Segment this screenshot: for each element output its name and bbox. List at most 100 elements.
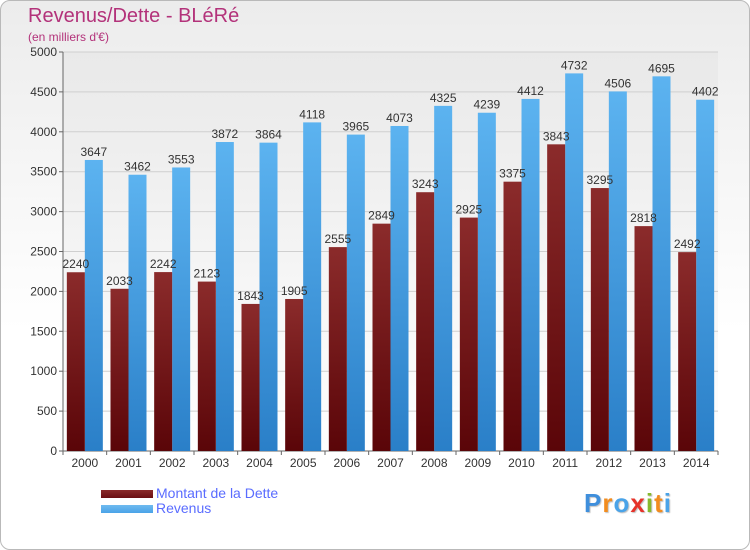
bar-dette [197,281,216,451]
bar-dette [154,272,173,451]
x-tick-label: 2007 [377,456,404,470]
data-label-revenus: 4506 [604,76,631,90]
data-label-dette: 3375 [499,167,526,181]
bar-revenus [215,142,234,451]
data-label-revenus: 3965 [342,120,369,134]
x-tick-label: 2011 [552,456,578,470]
x-tick-label: 2000 [71,456,98,470]
data-label-dette: 2818 [630,211,657,225]
logo-letter: t [654,488,664,518]
y-tick-label: 1500 [30,324,57,338]
y-tick-label: 3000 [30,205,57,219]
bar-dette [66,272,85,451]
data-label-revenus: 4695 [648,61,675,75]
x-tick-label: 2001 [115,456,142,470]
data-label-revenus: 3553 [168,152,195,166]
bar-dette [590,188,609,451]
bar-revenus [303,122,322,451]
x-tick-label: 2010 [508,456,535,470]
legend-label-dette: Montant de la Dette [156,485,279,501]
x-tick-label: 2006 [333,456,360,470]
bar-revenus [477,112,496,452]
x-tick-label: 2005 [290,456,317,470]
y-tick-label: 2000 [30,284,57,298]
bar-dette [547,144,566,451]
data-label-revenus: 4239 [473,98,500,112]
x-tick-label: 2002 [159,456,186,470]
y-tick-label: 0 [50,444,57,458]
data-label-dette: 1843 [237,289,264,303]
logo-letter: x [630,488,646,518]
x-tick-label: 2003 [202,456,229,470]
bar-dette [110,288,129,451]
bar-revenus [128,174,147,451]
data-label-dette: 2240 [62,257,89,271]
data-label-revenus: 4732 [561,58,588,72]
chart-subtitle: (en milliers d'€) [28,30,109,44]
y-tick-label: 3500 [30,165,57,179]
chart-title: Revenus/Dette - BLéRé [28,5,240,27]
bar-dette [285,298,304,451]
proxiti-logo: Proxiti [584,488,672,519]
data-label-dette: 2492 [674,237,701,251]
data-label-revenus: 3872 [211,127,238,141]
bar-revenus [346,134,365,451]
data-label-revenus: 4402 [692,85,719,99]
y-tick-label: 2500 [30,245,57,259]
bar-dette [416,192,435,451]
bar-dette [678,252,697,451]
x-tick-label: 2004 [246,456,273,470]
bar-dette [328,247,347,451]
bar-revenus [565,73,584,451]
data-label-revenus: 4412 [517,84,544,98]
data-label-dette: 3843 [543,129,570,143]
logo-letter: o [613,488,631,518]
logo-letter: i [645,488,655,518]
x-tick-label: 2013 [639,456,666,470]
legend-swatch-revenus [101,505,153,513]
bar-revenus [259,142,278,451]
data-label-dette: 3295 [586,173,613,187]
logo-letter: r [602,488,614,518]
bar-revenus [434,105,453,452]
data-label-dette: 2033 [106,274,133,288]
data-label-dette: 2849 [368,209,395,223]
x-tick-label: 2012 [595,456,622,470]
bar-revenus [608,91,627,451]
y-tick-label: 1000 [30,364,57,378]
bar-dette [372,223,391,451]
data-label-revenus: 4325 [430,91,457,105]
data-label-revenus: 3462 [124,160,151,174]
bar-revenus [652,76,671,452]
bar-dette [459,217,478,451]
bar-revenus [390,125,409,451]
data-label-revenus: 4118 [299,107,325,121]
y-tick-label: 4500 [30,85,57,99]
bar-revenus [696,99,715,451]
data-label-dette: 1905 [281,284,308,298]
data-label-dette: 2925 [455,203,482,217]
data-label-dette: 2123 [193,267,220,281]
y-tick-label: 4000 [30,125,57,139]
data-label-dette: 2242 [150,257,177,271]
data-label-dette: 3243 [412,177,439,191]
x-tick-label: 2009 [464,456,491,470]
logo-letter: P [584,488,603,518]
bar-dette [241,303,260,451]
bar-revenus [521,98,540,452]
bar-revenus [84,159,103,451]
data-label-revenus: 4073 [386,111,413,125]
x-tick-label: 2008 [421,456,448,470]
bar-dette [503,181,522,452]
x-tick-label: 2014 [683,456,710,470]
y-tick-label: 5000 [30,45,57,59]
y-tick-label: 500 [37,404,57,418]
logo-letter: i [663,488,672,518]
bar-revenus [172,167,191,452]
legend-label-revenus: Revenus [156,500,212,516]
legend-swatch-dette [101,490,153,498]
bar-dette [634,226,653,451]
data-label-revenus: 3864 [255,128,282,142]
